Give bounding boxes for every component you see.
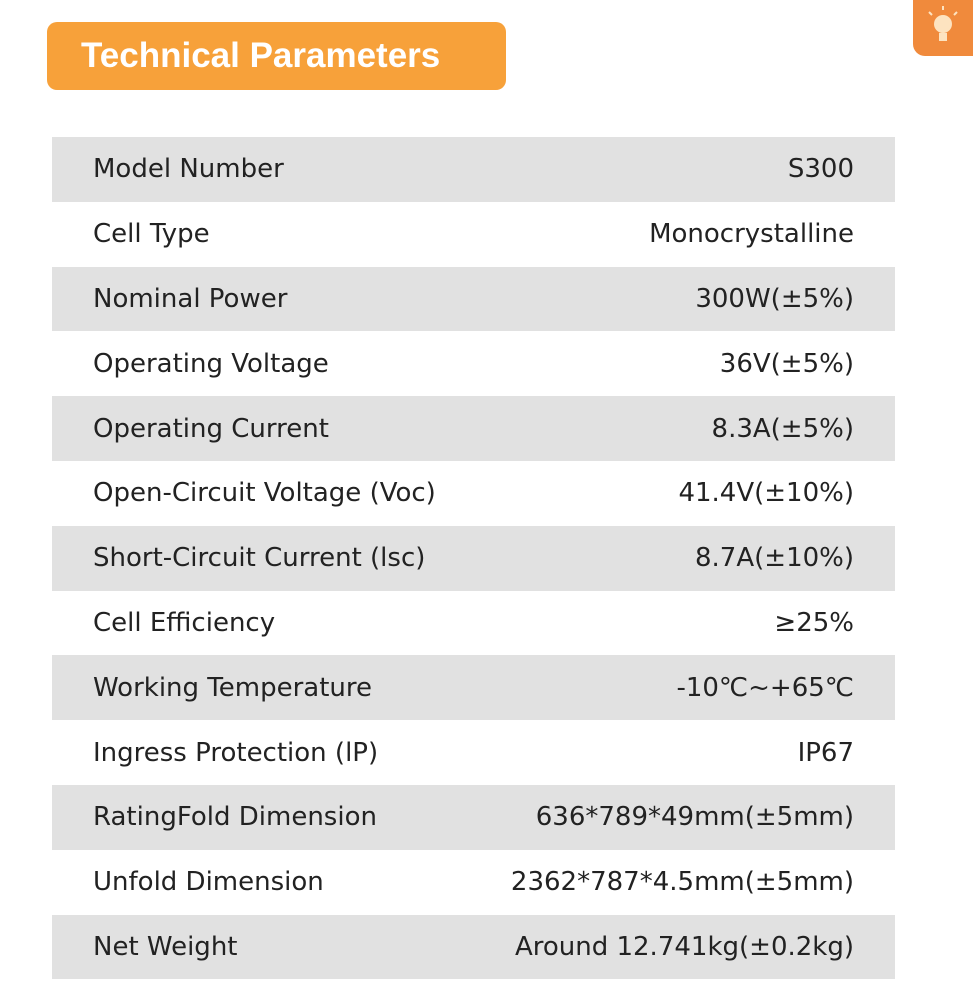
spec-label: Net Weight <box>93 931 238 962</box>
spec-label: Operating Voltage <box>93 348 329 379</box>
spec-value: 8.3A(±5%) <box>711 413 854 444</box>
spec-table: Model Number S300 Cell Type Monocrystalline… <box>52 137 895 980</box>
spec-row: Model Number S300 <box>52 137 895 202</box>
spec-value: 8.7A(±10%) <box>695 543 854 574</box>
spec-value: 300W(±5%) <box>695 283 854 314</box>
tip-icon[interactable] <box>913 0 973 56</box>
spec-label: Operating Current <box>93 413 329 444</box>
spec-value: Monocrystalline <box>649 219 854 250</box>
spec-label: Working Temperature <box>93 672 373 703</box>
spec-row: Open-Circuit Voltage (Voc) 41.4V(±10%) <box>52 461 895 526</box>
spec-label: Ingress Protection (lP) <box>93 737 379 768</box>
spec-row: Ingress Protection (lP) IP67 <box>52 720 895 785</box>
spec-value: 2362*787*4.5mm(±5mm) <box>510 867 854 898</box>
spec-value: Around 12.741kg(±0.2kg) <box>514 931 854 962</box>
section-title: Technical Parameters <box>47 22 506 90</box>
spec-value: 36V(±5%) <box>719 348 854 379</box>
bulb <box>928 6 958 41</box>
spec-value: ≥25% <box>774 607 854 638</box>
spec-row: Net Weight Around 12.741kg(±0.2kg) <box>52 914 895 980</box>
spec-label: Model Number <box>93 154 284 185</box>
spec-label: Nominal Power <box>93 283 288 314</box>
spec-label: Cell Efficiency <box>93 607 276 638</box>
spec-row: Operating Current 8.3A(±5%) <box>52 396 895 461</box>
spec-value: S300 <box>787 154 854 185</box>
spec-row: Unfold Dimension 2362*787*4.5mm(±5mm) <box>52 850 895 915</box>
spec-label: Cell Type <box>93 219 210 250</box>
spec-label: RatingFold Dimension <box>93 802 377 833</box>
spec-row: Operating Voltage 36V(±5%) <box>52 331 895 396</box>
spec-row: Working Temperature -10℃~+65℃ <box>52 655 895 721</box>
spec-row: Nominal Power 300W(±5%) <box>52 266 895 332</box>
spec-label: Short-Circuit Current (lsc) <box>93 543 426 574</box>
spec-row: Cell Type Monocrystalline <box>52 202 895 267</box>
spec-label: Unfold Dimension <box>93 867 324 898</box>
spec-value: -10℃~+65℃ <box>676 672 854 703</box>
spec-value: IP67 <box>797 737 854 768</box>
spec-value: 636*789*49mm(±5mm) <box>535 802 854 833</box>
spec-row: Short-Circuit Current (lsc) 8.7A(±10%) <box>52 525 895 591</box>
spec-label: Open-Circuit Voltage (Voc) <box>93 478 436 509</box>
spec-row: Cell Efficiency ≥25% <box>52 591 895 656</box>
spec-row: RatingFold Dimension 636*789*49mm(±5mm) <box>52 784 895 850</box>
spec-value: 41.4V(±10%) <box>678 478 854 509</box>
